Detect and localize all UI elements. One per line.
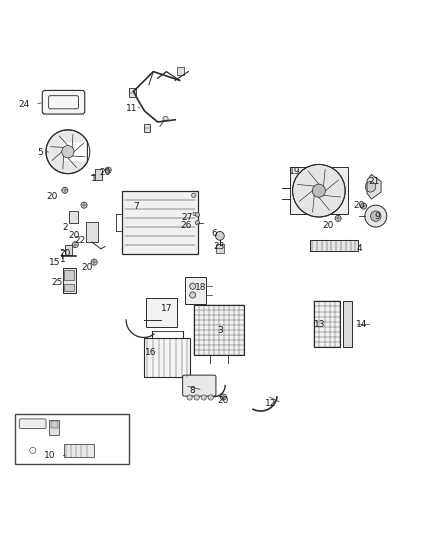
Circle shape (72, 241, 78, 248)
Bar (121, 191, 198, 254)
Circle shape (195, 213, 200, 217)
Circle shape (220, 394, 226, 400)
Bar (144, 124, 150, 132)
Circle shape (208, 395, 213, 400)
Bar (95, 169, 102, 180)
Polygon shape (367, 174, 381, 199)
Text: 17: 17 (161, 304, 172, 313)
Circle shape (193, 212, 196, 216)
Bar (216, 244, 224, 253)
Text: 19: 19 (289, 166, 300, 175)
Text: 26: 26 (180, 221, 192, 230)
Bar (64, 284, 74, 291)
Text: 11: 11 (126, 104, 137, 114)
Text: 1: 1 (91, 174, 97, 183)
Circle shape (62, 187, 68, 193)
Circle shape (293, 165, 345, 217)
Bar (314, 301, 340, 348)
Text: 22: 22 (74, 236, 86, 245)
Circle shape (215, 231, 224, 240)
Text: 23: 23 (213, 243, 225, 251)
Text: 1: 1 (60, 255, 66, 264)
Text: 15: 15 (49, 257, 60, 266)
Text: 20: 20 (59, 249, 71, 258)
Circle shape (218, 245, 222, 248)
Circle shape (105, 167, 111, 173)
Circle shape (163, 116, 168, 122)
Text: 2: 2 (62, 223, 67, 231)
Text: 16: 16 (145, 348, 157, 357)
Circle shape (335, 215, 341, 221)
Text: 18: 18 (195, 282, 206, 292)
Circle shape (360, 203, 367, 209)
Circle shape (81, 202, 87, 208)
Bar (86, 222, 98, 242)
Circle shape (192, 193, 196, 198)
Text: 27: 27 (182, 213, 193, 222)
Text: 12: 12 (265, 399, 276, 408)
Bar (129, 88, 136, 98)
Bar (64, 445, 94, 457)
Circle shape (194, 395, 199, 400)
Bar (343, 301, 352, 348)
Bar (290, 167, 348, 214)
Bar (15, 414, 129, 464)
Circle shape (365, 205, 387, 227)
Circle shape (62, 146, 74, 158)
Circle shape (201, 395, 206, 400)
FancyBboxPatch shape (19, 419, 46, 429)
Bar (185, 278, 206, 304)
Bar (69, 211, 78, 223)
Text: 20: 20 (353, 201, 365, 209)
Text: 3: 3 (217, 326, 223, 335)
Text: 10: 10 (44, 451, 55, 460)
Circle shape (371, 211, 381, 221)
Bar (65, 245, 72, 255)
Circle shape (365, 182, 376, 192)
Text: 20: 20 (68, 231, 79, 240)
Bar (144, 338, 190, 377)
Text: 20: 20 (218, 395, 229, 405)
Text: 7: 7 (133, 201, 139, 211)
Bar (63, 269, 76, 293)
Text: 5: 5 (37, 148, 43, 157)
Text: 20: 20 (99, 168, 111, 177)
Text: 24: 24 (18, 100, 30, 109)
Text: 13: 13 (314, 320, 325, 329)
Circle shape (190, 292, 196, 298)
FancyBboxPatch shape (42, 91, 85, 114)
Circle shape (187, 395, 192, 400)
Text: 20: 20 (46, 192, 57, 201)
Text: 8: 8 (189, 385, 195, 394)
Text: 14: 14 (356, 320, 367, 329)
Bar (49, 420, 59, 435)
Bar (177, 67, 184, 75)
Bar (51, 421, 58, 428)
Bar (146, 297, 177, 327)
Text: 21: 21 (369, 177, 380, 186)
Bar (194, 305, 244, 355)
Text: 6: 6 (212, 229, 218, 238)
Text: 25: 25 (51, 278, 63, 287)
Text: 4: 4 (357, 245, 362, 254)
Text: 20: 20 (81, 263, 92, 272)
Text: 9: 9 (374, 212, 381, 221)
Bar (64, 270, 74, 280)
Polygon shape (46, 130, 88, 174)
Circle shape (190, 283, 196, 289)
Text: 20: 20 (323, 221, 334, 230)
Circle shape (195, 221, 200, 225)
Bar (310, 240, 358, 251)
Circle shape (91, 259, 97, 265)
Circle shape (312, 184, 325, 197)
FancyBboxPatch shape (183, 375, 216, 396)
